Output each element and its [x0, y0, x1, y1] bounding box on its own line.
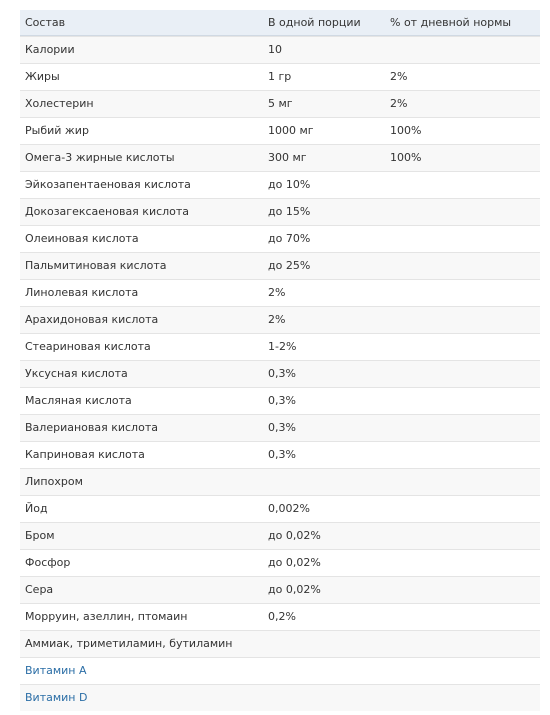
ingredient-name: Арахидоновая кислота — [25, 313, 159, 326]
table-row: Аммиак, триметиламин, бутиламин — [20, 630, 540, 657]
ingredient-name: Уксусная кислота — [25, 367, 128, 380]
amount-cell: 10 — [268, 43, 282, 56]
table-row: Фосфор до 0,02% — [20, 549, 540, 576]
table-row: Арахидоновая кислота 2% — [20, 306, 540, 333]
header-cell: % от дневной нормы — [390, 16, 512, 29]
daily-cell: 2% — [390, 70, 408, 83]
ingredient-name: Калории — [25, 43, 75, 56]
amount-cell: до 0,02% — [268, 556, 321, 569]
daily-cell: 2% — [390, 97, 408, 110]
table-row: Омега-3 жирные кислоты 300 мг 100% — [20, 144, 540, 171]
ingredient-name: Йод — [25, 502, 48, 515]
header-cell: В одной порции — [268, 16, 361, 29]
daily-cell: 100% — [390, 151, 422, 164]
table-row: Жиры 1 гр 2% — [20, 63, 540, 90]
table-row: Рыбий жир 1000 мг 100% — [20, 117, 540, 144]
table-row: Пальмитиновая кислота до 25% — [20, 252, 540, 279]
ingredient-name: Холестерин — [25, 97, 94, 110]
amount-cell: 0,3% — [268, 421, 296, 434]
amount-cell: до 0,02% — [268, 583, 321, 596]
ingredient-name: Липохром — [25, 475, 83, 488]
amount-cell: до 15% — [268, 205, 311, 218]
amount-cell: до 25% — [268, 259, 311, 272]
amount-cell: 0,2% — [268, 610, 296, 623]
ingredient-name: Стеариновая кислота — [25, 340, 151, 353]
amount-cell: 2% — [268, 313, 286, 326]
table-row: Масляная кислота 0,3% — [20, 387, 540, 414]
ingredient-name: Линолевая кислота — [25, 286, 139, 299]
ingredient-name: Каприновая кислота — [25, 448, 145, 461]
amount-cell: до 70% — [268, 232, 311, 245]
ingredient-name: Пальмитиновая кислота — [25, 259, 167, 272]
amount-cell: 0,3% — [268, 448, 296, 461]
amount-cell: 2% — [268, 286, 286, 299]
table-row: Липохром — [20, 468, 540, 495]
table-row: Калории 10 — [20, 36, 540, 63]
table-row: Сера до 0,02% — [20, 576, 540, 603]
table-row: Линолевая кислота 2% — [20, 279, 540, 306]
table-row: Стеариновая кислота 1-2% — [20, 333, 540, 360]
nutrition-table: Состав В одной порции % от дневной нормы Ка… — [20, 10, 540, 711]
daily-cell: 100% — [390, 124, 422, 137]
link[interactable]: Витамин A — [25, 664, 87, 677]
ingredient-name: Морруин, азеллин, птомаин — [25, 610, 188, 623]
amount-cell: 0,3% — [268, 367, 296, 380]
amount-cell: 1-2% — [268, 340, 297, 353]
amount-cell: до 0,02% — [268, 529, 321, 542]
amount-cell: 0,002% — [268, 502, 310, 515]
table-header: Состав В одной порции % от дневной нормы — [20, 10, 540, 36]
amount-cell: 1000 мг — [268, 124, 314, 137]
ingredient-name: Омега-3 жирные кислоты — [25, 151, 175, 164]
amount-cell: 0,3% — [268, 394, 296, 407]
ingredient-name: Олеиновая кислота — [25, 232, 139, 245]
header-cell: Состав — [25, 16, 66, 29]
ingredient-name: Эйкозапентаеновая кислота — [25, 178, 191, 191]
ingredient-name: Докозагексаеновая кислота — [25, 205, 190, 218]
table-row: Каприновая кислота 0,3% — [20, 441, 540, 468]
ingredient-name: Рыбий жир — [25, 124, 89, 137]
ingredient-name: Аммиак, триметиламин, бутиламин — [25, 637, 233, 650]
ingredient-name: Жиры — [25, 70, 60, 83]
amount-cell: 300 мг — [268, 151, 307, 164]
ingredient-name: Бром — [25, 529, 55, 542]
ingredient-name: Масляная кислота — [25, 394, 132, 407]
table-row: Витамин D — [20, 684, 540, 711]
link[interactable]: Витамин D — [25, 691, 88, 704]
ingredient-name: Фосфор — [25, 556, 71, 569]
table-row: Витамин A — [20, 657, 540, 684]
table-row: Холестерин 5 мг 2% — [20, 90, 540, 117]
table-row: Бром до 0,02% — [20, 522, 540, 549]
amount-cell: 1 гр — [268, 70, 292, 83]
table-row: Морруин, азеллин, птомаин 0,2% — [20, 603, 540, 630]
table-row: Йод 0,002% — [20, 495, 540, 522]
amount-cell: 5 мг — [268, 97, 293, 110]
ingredient-name: Валериановая кислота — [25, 421, 158, 434]
table-row: Валериановая кислота 0,3% — [20, 414, 540, 441]
amount-cell: до 10% — [268, 178, 311, 191]
table-row: Уксусная кислота 0,3% — [20, 360, 540, 387]
ingredient-name: Сера — [25, 583, 54, 596]
table-row: Докозагексаеновая кислота до 15% — [20, 198, 540, 225]
table-row: Эйкозапентаеновая кислота до 10% — [20, 171, 540, 198]
table-row: Олеиновая кислота до 70% — [20, 225, 540, 252]
